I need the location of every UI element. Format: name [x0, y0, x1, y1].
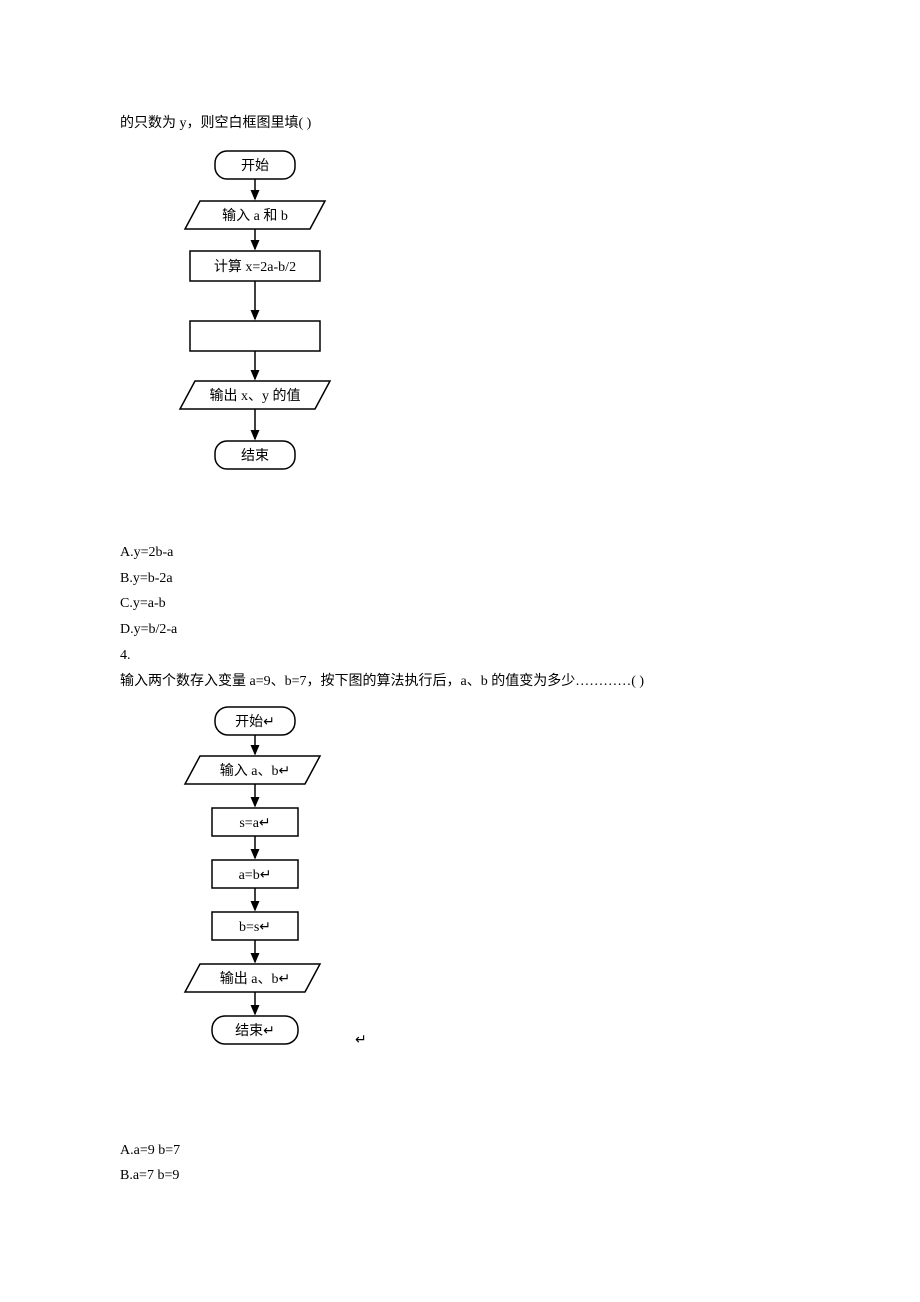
q4-number: 4. [120, 644, 800, 668]
fc-blank [190, 321, 320, 351]
q4-stem: 输入两个数存入变量 a=9、b=7，按下图的算法执行后，a、b 的值变为多少……… [120, 670, 800, 694]
fc2-ab-label: a=b↵ [239, 868, 272, 883]
fc-start-label: 开始 [241, 158, 269, 174]
q3-option-d: D.y=b/2-a [120, 618, 800, 642]
q4-flowchart: 开始↵ 输入 a、b↵ s=a↵ a=b↵ b=s↵ 输出 a、b↵ [160, 704, 800, 1129]
q3-option-c: C.y=a-b [120, 592, 800, 616]
q3-option-b: B.y=b-2a [120, 567, 800, 591]
q3-option-a: A.y=2b-a [120, 541, 800, 565]
fc-output-label: 输出 x、y 的值 [210, 388, 301, 404]
fc2-end-label: 结束↵ [235, 1023, 275, 1039]
fc-end-label: 结束 [241, 448, 269, 464]
fc-input-label: 输入 a 和 b [222, 208, 288, 224]
fc2-start-label: 开始↵ [235, 714, 275, 730]
q4-option-a: A.a=9 b=7 [120, 1139, 800, 1163]
q3-flowchart: 开始 输入 a 和 b 计算 x=2a-b/2 输出 x、y 的值 结束 [160, 146, 800, 531]
fc2-input-label: 输入 a、b↵ [220, 763, 290, 779]
fc2-bs-label: b=s↵ [239, 920, 271, 935]
fc2-output-label: 输出 a、b↵ [220, 971, 290, 987]
fc2-sa-label: s=a↵ [239, 816, 270, 831]
word-marker: ↵ [355, 1033, 367, 1048]
q3-stem: 的只数为 y，则空白框图里填( ) [120, 112, 800, 136]
page-content: 的只数为 y，则空白框图里填( ) 开始 输入 a 和 b 计算 x=2a-b/… [0, 0, 920, 1250]
fc-calc-label: 计算 x=2a-b/2 [214, 259, 296, 275]
q4-option-b: B.a=7 b=9 [120, 1164, 800, 1188]
